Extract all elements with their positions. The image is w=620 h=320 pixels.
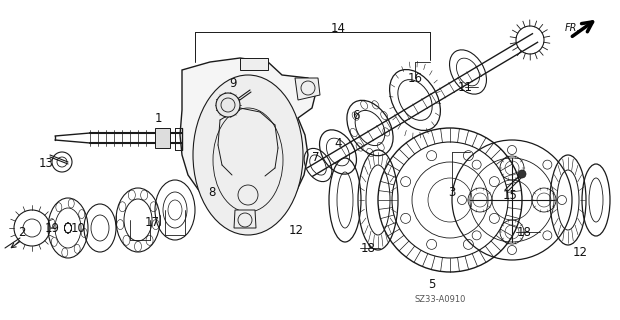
Text: 5: 5 (428, 278, 436, 292)
Text: 8: 8 (208, 186, 216, 198)
Text: 19: 19 (45, 221, 60, 235)
Text: SZ33-A0910: SZ33-A0910 (414, 295, 466, 305)
Circle shape (518, 170, 526, 178)
Ellipse shape (193, 75, 303, 235)
Text: 7: 7 (312, 150, 320, 164)
Text: 18: 18 (516, 226, 531, 238)
Text: 12: 12 (288, 223, 304, 236)
Text: 14: 14 (330, 21, 345, 35)
Text: 13: 13 (38, 156, 53, 170)
Text: 12: 12 (572, 245, 588, 259)
Circle shape (216, 93, 240, 117)
Text: 9: 9 (229, 76, 237, 90)
Text: 1: 1 (154, 111, 162, 124)
Text: 6: 6 (352, 108, 360, 122)
Text: 2: 2 (18, 226, 26, 238)
Text: FR.: FR. (565, 23, 580, 33)
Text: 11: 11 (458, 81, 472, 93)
Text: 17: 17 (144, 215, 159, 228)
Text: 16: 16 (407, 71, 422, 84)
Polygon shape (295, 78, 320, 100)
Polygon shape (234, 210, 256, 228)
Text: 18: 18 (361, 242, 376, 254)
Text: 15: 15 (503, 188, 518, 202)
Text: 3: 3 (448, 186, 456, 198)
Polygon shape (240, 58, 268, 70)
Text: 10: 10 (71, 221, 86, 235)
Text: 4: 4 (334, 137, 342, 149)
Polygon shape (155, 128, 170, 148)
Polygon shape (180, 58, 316, 215)
